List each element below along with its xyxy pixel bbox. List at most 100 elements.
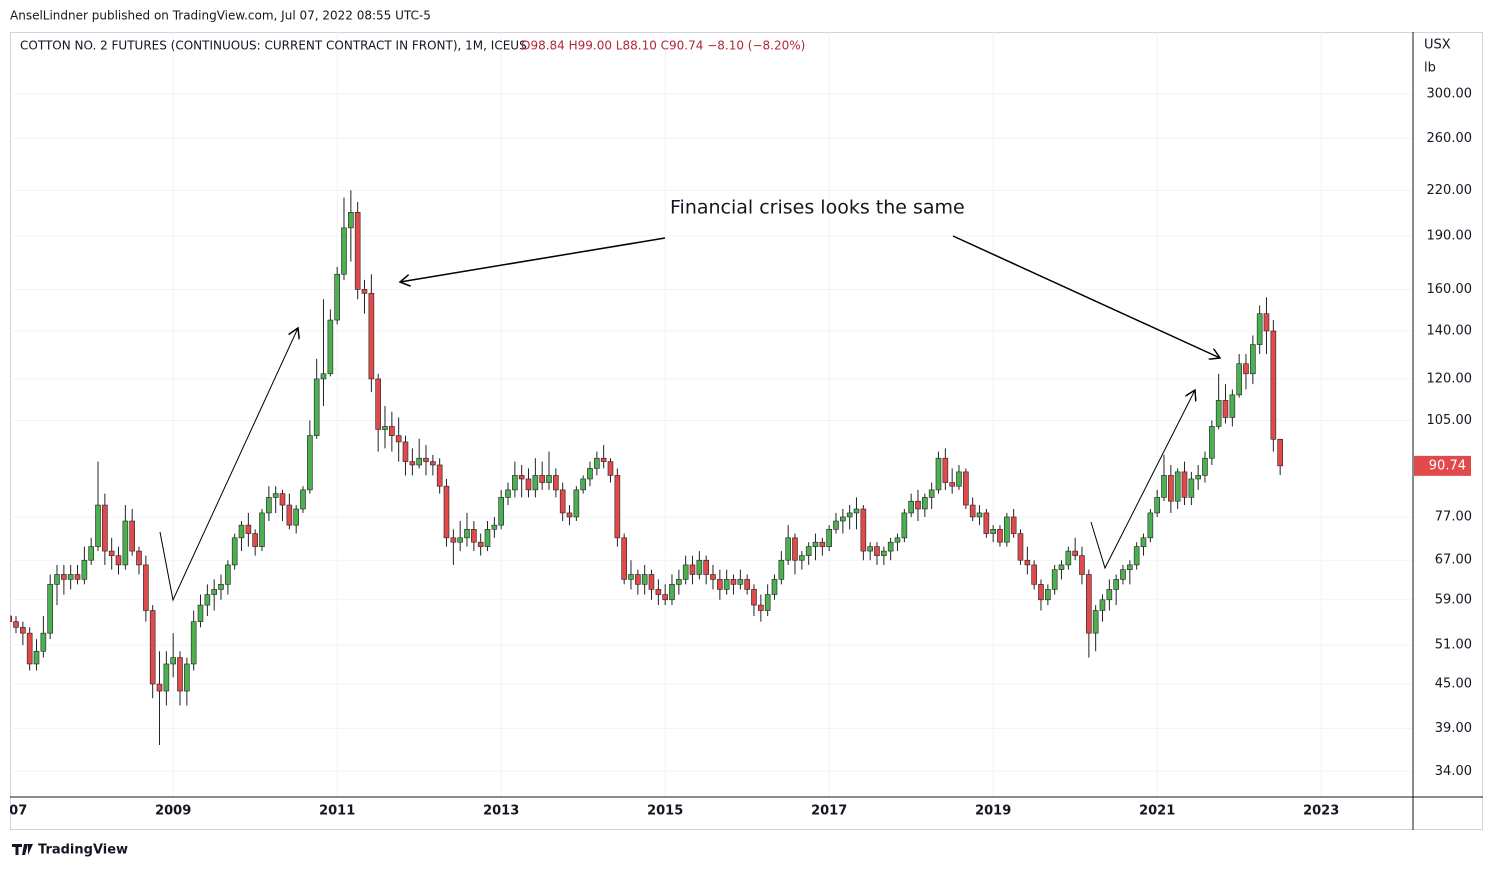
body (546, 475, 552, 483)
body (443, 485, 450, 539)
body (1072, 550, 1078, 556)
quote: O98.84 H99.00 L88.10 C90.74 −8.10 (−8.20… (521, 39, 805, 53)
body (942, 457, 949, 483)
body (259, 512, 265, 547)
body (361, 289, 368, 294)
body (1236, 363, 1242, 396)
body (969, 504, 976, 518)
body (710, 574, 716, 580)
body (74, 574, 81, 580)
body (33, 650, 40, 665)
body (1229, 394, 1236, 418)
x-tick-label: 2013 (483, 804, 519, 819)
y-tick-label: 67.00 (1435, 553, 1472, 568)
body (758, 604, 764, 611)
body (867, 546, 873, 552)
body (751, 589, 757, 606)
body (1079, 555, 1085, 575)
body (990, 529, 996, 534)
body (1092, 610, 1099, 634)
body (1270, 330, 1277, 440)
x-tick-label: 2015 (647, 804, 683, 819)
body (696, 559, 703, 575)
body (1174, 471, 1181, 502)
body (81, 559, 88, 580)
arrow (159, 328, 298, 602)
body (949, 482, 955, 487)
frame (10, 32, 1483, 830)
body (669, 584, 675, 601)
body (279, 493, 286, 506)
unit-label: USX (1424, 38, 1451, 53)
body (382, 426, 388, 430)
body (156, 683, 163, 692)
body (491, 524, 498, 530)
body (1031, 564, 1037, 585)
body (238, 524, 245, 539)
body (320, 373, 327, 380)
y-tick-label: 140.00 (1427, 323, 1473, 338)
body (874, 546, 880, 556)
body (792, 537, 798, 561)
x-tick-label: 2019 (975, 804, 1011, 819)
body (935, 457, 942, 491)
body (908, 500, 914, 514)
body (218, 584, 224, 590)
y-tick-label: 120.00 (1427, 371, 1473, 386)
body (1045, 589, 1051, 601)
body (129, 520, 135, 552)
candles (10, 190, 1283, 745)
body (901, 512, 908, 539)
y-tick-label: 51.00 (1435, 638, 1472, 653)
body (1058, 564, 1065, 570)
body (375, 378, 381, 430)
body (573, 489, 580, 518)
body (1038, 584, 1044, 601)
body (307, 435, 313, 491)
body (67, 574, 74, 580)
body (956, 471, 962, 487)
body (764, 594, 771, 611)
body (607, 461, 614, 476)
body (635, 574, 641, 585)
body (1086, 574, 1092, 634)
x-tick-label: 2023 (1303, 804, 1339, 819)
body (518, 475, 525, 480)
body (293, 508, 299, 526)
body (1017, 533, 1024, 561)
body (61, 574, 67, 580)
body (1161, 475, 1167, 498)
y-tick-label: 45.00 (1435, 677, 1472, 692)
body (559, 489, 566, 514)
y-tick-label: 77.00 (1435, 509, 1472, 524)
body (149, 610, 156, 685)
body (641, 574, 648, 585)
unit-label: lb (1424, 61, 1436, 76)
x-tick-label: 2017 (811, 804, 847, 819)
arrow (1090, 390, 1195, 570)
body (532, 475, 539, 491)
y-tick-label: 160.00 (1427, 282, 1473, 297)
body (450, 537, 457, 543)
body (389, 426, 395, 436)
body (348, 212, 354, 229)
body (963, 471, 969, 506)
body (477, 541, 484, 547)
body (539, 475, 545, 483)
body (785, 537, 791, 561)
body (225, 564, 231, 585)
body (983, 512, 990, 534)
body (846, 512, 853, 518)
body (286, 504, 293, 526)
body (1195, 475, 1201, 480)
annotation: Financial crises looks the same (670, 197, 965, 219)
body (395, 435, 402, 443)
body (881, 550, 887, 556)
body (1051, 569, 1058, 590)
body (430, 461, 436, 466)
grid (10, 32, 1413, 797)
body (341, 227, 347, 275)
body (108, 550, 115, 556)
